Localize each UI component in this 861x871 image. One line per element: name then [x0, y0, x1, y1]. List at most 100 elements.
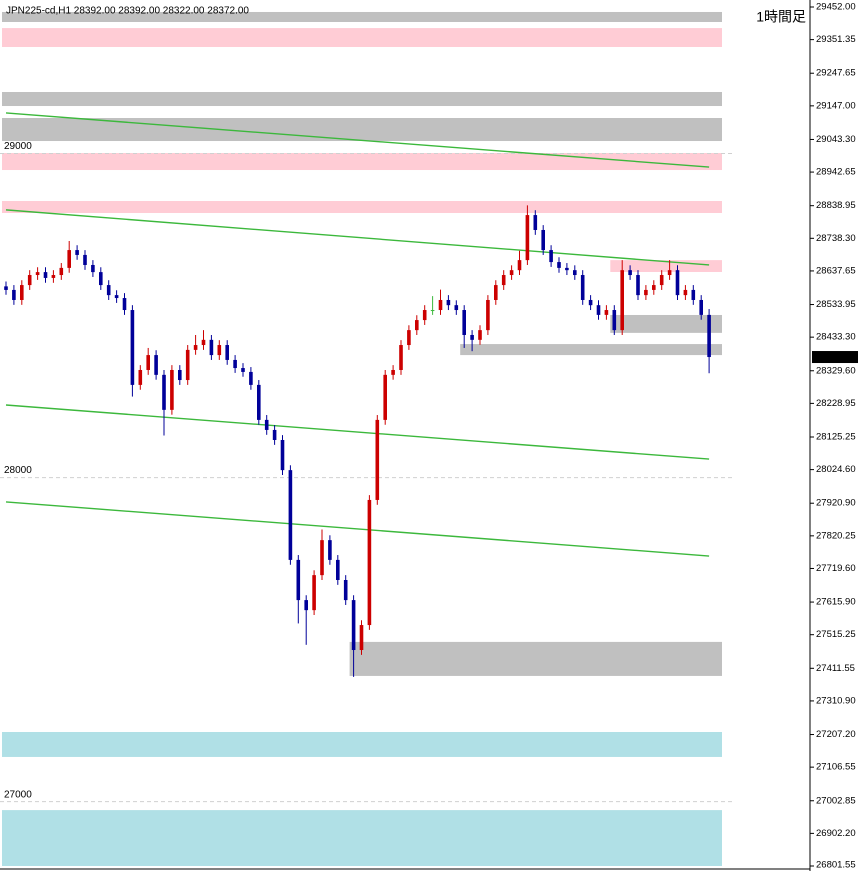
candle-body: [99, 272, 103, 286]
candle-body: [320, 540, 324, 576]
y-tick-label: 29147.00: [816, 100, 856, 111]
candle-body: [415, 320, 419, 331]
candle-body: [225, 345, 229, 360]
candle-body: [549, 250, 553, 263]
candle-body: [699, 299, 703, 315]
candle-body: [209, 339, 214, 356]
y-tick-label: 27719.60: [816, 563, 856, 574]
candle-body: [580, 275, 585, 300]
candle-body: [280, 439, 285, 471]
candle-body: [391, 369, 395, 375]
candle-body: [51, 275, 56, 278]
candle-body: [454, 305, 459, 311]
candle-body: [683, 289, 688, 296]
zone: [610, 260, 722, 272]
last-price-box: [812, 351, 858, 364]
y-tick-label: 28738.30: [816, 233, 856, 244]
zone: [349, 641, 722, 676]
candle-body: [628, 270, 632, 276]
candle-body: [707, 314, 711, 358]
trendlines: [5, 112, 710, 557]
y-tick-label: 29043.30: [816, 134, 856, 145]
zones: [2, 11, 722, 866]
y-tick-label: 27207.20: [816, 729, 856, 740]
candle-body: [446, 299, 451, 306]
y-tick-label: 29351.35: [816, 34, 856, 45]
y-tick-label: 27310.90: [816, 695, 856, 706]
y-tick-label: 27002.85: [816, 795, 856, 806]
candle-body: [620, 270, 624, 331]
candle-body: [367, 499, 372, 626]
candle-body: [336, 559, 340, 581]
candle-body: [146, 355, 150, 370]
y-tick-label: 27106.55: [816, 762, 856, 773]
candle-body: [533, 215, 538, 230]
candle-body: [241, 368, 245, 372]
candle-body: [573, 270, 577, 276]
candle-body: [20, 285, 24, 300]
candle-body: [272, 429, 277, 440]
candle-body: [478, 330, 482, 340]
zone: [610, 314, 722, 333]
candle-body: [612, 310, 617, 331]
candle-body: [154, 355, 158, 375]
candle-body: [43, 272, 48, 278]
candle-body: [659, 275, 664, 286]
candle-body: [351, 600, 356, 651]
candle-body: [359, 625, 364, 651]
candle-body: [588, 299, 593, 306]
y-tick-label: 28024.60: [816, 464, 856, 475]
candle-body: [644, 289, 648, 296]
candle-body: [217, 345, 222, 356]
candle-body: [114, 295, 119, 299]
candle-body: [130, 310, 135, 385]
candle-body: [541, 229, 545, 251]
y-tick-label: 27615.90: [816, 597, 856, 608]
candle-body: [470, 334, 474, 340]
candle-body: [596, 305, 601, 315]
corner-label: 1時間足: [756, 9, 806, 25]
candle-body: [122, 298, 127, 311]
y-tick-label: 26902.20: [816, 828, 856, 839]
y-tick-label: 26801.55: [816, 860, 856, 871]
zone: [2, 153, 722, 171]
candle-body: [312, 575, 316, 611]
zone: [2, 11, 722, 23]
candle-body: [422, 310, 427, 321]
y-tick-label: 28533.95: [816, 299, 856, 310]
candle-body: [691, 289, 696, 300]
candle-body: [170, 369, 174, 410]
candle-body: [509, 270, 514, 276]
y-tick-label: 29452.00: [816, 2, 856, 13]
zone: [2, 201, 722, 213]
y-tick-label: 28329.60: [816, 365, 856, 376]
candle-body: [91, 264, 95, 273]
candle-body: [27, 275, 32, 286]
zone: [2, 118, 722, 142]
candle-body: [35, 272, 40, 276]
candle-body: [407, 330, 411, 346]
candle-body: [343, 580, 348, 601]
candle-body: [106, 285, 111, 296]
y-tick-label: 28942.65: [816, 167, 856, 178]
level-label: 28000: [4, 465, 32, 476]
levels: 29000 28000 27000: [0, 141, 732, 803]
candle-body: [525, 215, 530, 261]
candle-body: [178, 369, 182, 381]
y-tick-label: 27515.25: [816, 629, 856, 640]
candle-body: [257, 384, 261, 420]
candle-body: [652, 285, 656, 290]
candle-body: [185, 349, 190, 381]
trendline: [5, 404, 710, 460]
candle-body: [375, 419, 380, 500]
y-tick-label: 27411.55: [816, 663, 855, 674]
candle-body: [565, 267, 569, 271]
zone: [460, 344, 722, 356]
zone: [2, 732, 722, 757]
candle-body: [67, 250, 71, 268]
level-label: 29000: [4, 141, 32, 152]
candle-body: [675, 270, 680, 296]
candle-body: [462, 310, 466, 335]
candle-body: [75, 250, 79, 255]
last-price-label: 28372.00: [815, 352, 855, 363]
